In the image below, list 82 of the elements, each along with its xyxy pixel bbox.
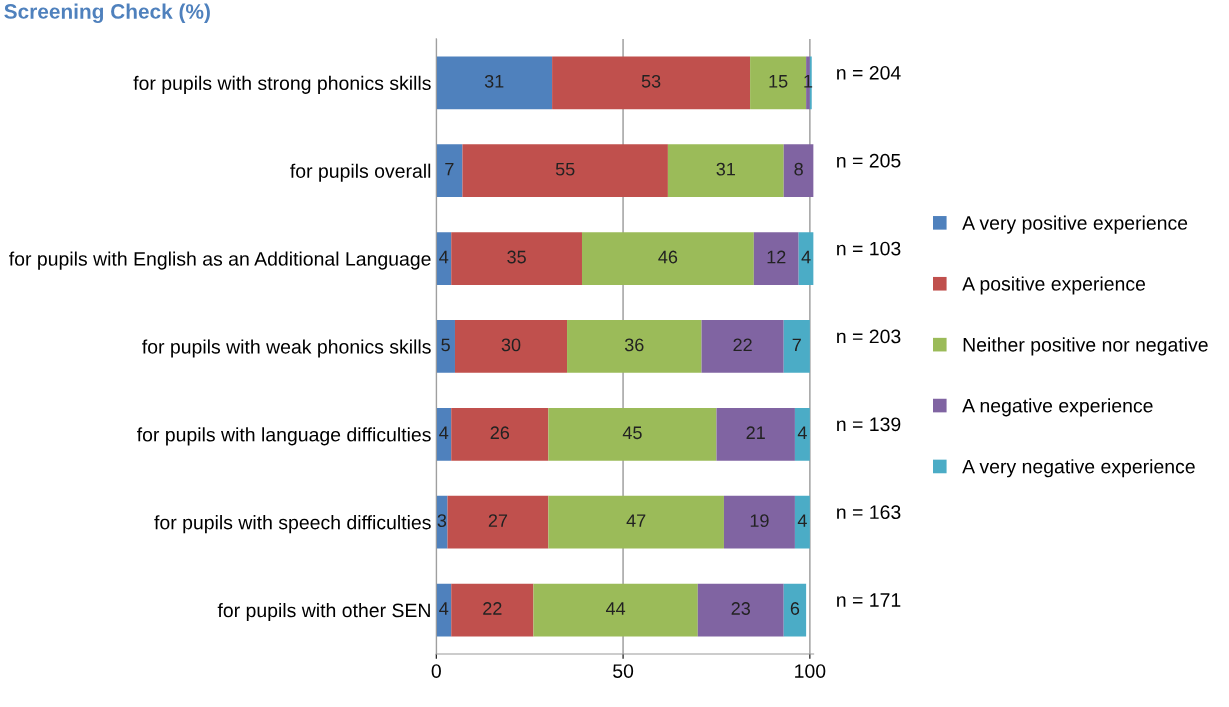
bar [462,144,668,198]
data-label: 8 [794,162,803,176]
data-label: 4 [797,514,807,527]
data-label: 3 [437,514,447,528]
bar [581,232,754,285]
y-tick-label: for pupils with English as an Additional Language [9,251,431,270]
bar [548,407,717,461]
bar [548,495,724,549]
bar [567,320,702,373]
legend-label: A positive experience [962,276,1146,295]
bar [783,583,807,637]
data-label: 4 [439,602,449,615]
bar [716,407,795,461]
text: Screening Check (%) [4,3,210,24]
y-tick-label: for pupils with language difficulties [136,427,431,446]
data-label: 4 [439,426,449,439]
data-label: 19 [750,514,769,528]
data-label: 22 [733,338,752,352]
legend-label: A very positive experience [962,215,1188,234]
legend-label: A negative experience [962,398,1153,417]
data-label: 30 [501,338,521,352]
bar [783,320,810,373]
bar [451,407,549,461]
bar [783,144,814,198]
data-label: 53 [641,74,661,88]
data-label: 4 [797,426,807,439]
x-tick-label: 100 [795,664,826,678]
data-label: 23 [731,602,750,615]
text: n = 163 [837,505,901,520]
bar [436,495,448,549]
data-label: 26 [490,426,510,440]
bar [667,144,784,198]
text: n = 203 [837,329,901,344]
data-label: 27 [488,514,508,527]
y-tick-label: for pupils with weak phonics skills [142,339,431,358]
data-label: 5 [441,338,450,352]
data-label: 46 [658,250,678,264]
bar [794,407,810,461]
bar [436,144,463,198]
data-label: 47 [626,514,646,527]
data-label: 4 [801,250,811,264]
data-label: 12 [767,250,786,264]
bar [447,495,549,549]
data-label: 7 [445,162,454,176]
y-tick-label: for pupils with strong phonics skills [133,75,431,94]
data-label: 44 [605,602,626,615]
data-label: 6 [790,602,800,615]
data-label: 21 [746,426,765,439]
bar [723,495,795,549]
text: n = 171 [837,593,901,607]
data-label: 7 [792,338,801,352]
legend-label: A very negative experience [962,459,1195,478]
data-label: 15 [769,75,788,88]
data-label: 55 [555,162,575,176]
bar [451,583,534,637]
data-label: 36 [624,338,644,352]
y-tick-label: for pupils with other SEN [217,602,430,622]
bar [794,495,810,549]
bar [701,320,784,373]
bar [533,583,698,637]
y-tick-label: for pupils overall [290,163,431,182]
bar [451,232,582,285]
text: n = 204 [837,65,901,80]
text: n = 205 [837,153,901,168]
data-label: 22 [483,602,502,615]
legend-label: Neither positive nor negative [963,337,1208,356]
text: n = 103 [837,241,901,256]
data-label: 35 [507,250,526,264]
bar [436,320,455,373]
x-tick-label: 0 [431,664,441,678]
data-label: 4 [439,250,449,264]
bar [454,320,568,373]
y-tick-label: for pupils with speech difficulties [154,515,431,534]
bar [552,56,751,110]
text: n = 139 [837,417,901,432]
data-label: 31 [484,74,504,88]
bar [697,583,784,637]
x-tick-label: 50 [613,664,634,678]
data-label: 45 [622,426,642,440]
data-label: 31 [716,162,735,176]
bar [753,232,799,285]
bar [436,56,553,110]
